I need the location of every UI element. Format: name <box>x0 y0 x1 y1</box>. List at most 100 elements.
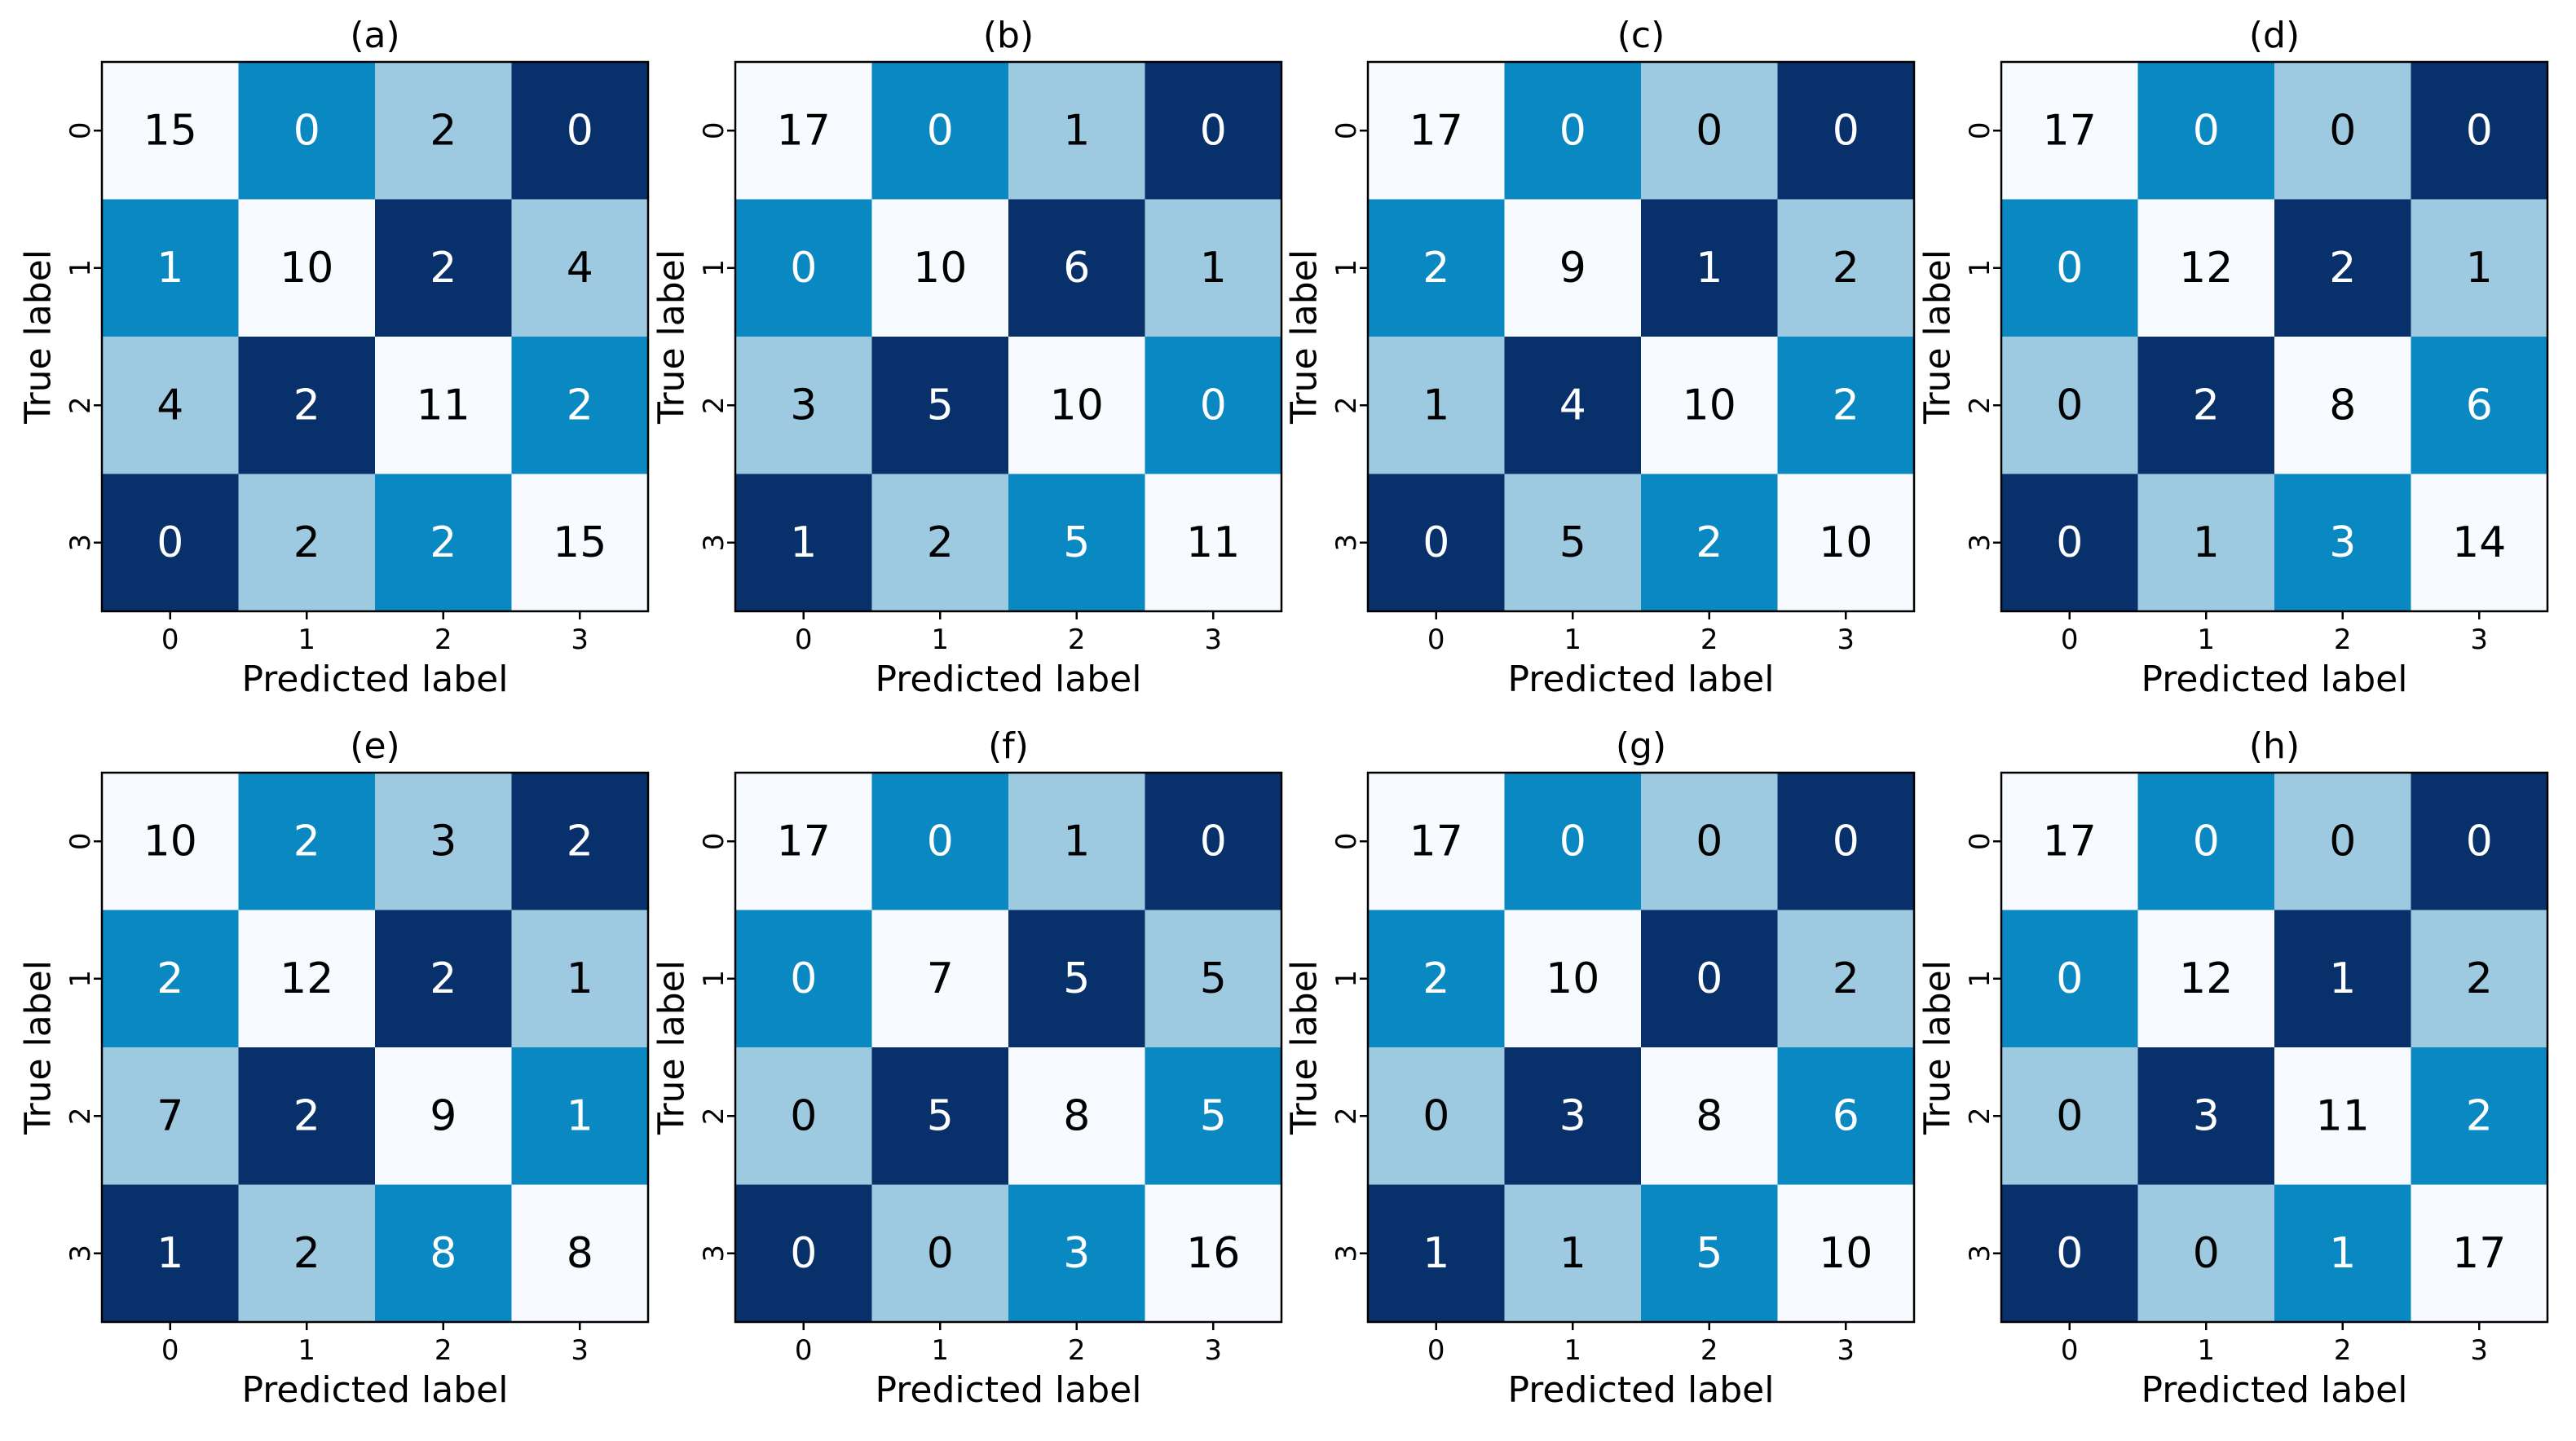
heatmap-cell <box>1008 910 1145 1048</box>
cell-value-label: 9 <box>1559 244 1586 293</box>
panel-title: (d) <box>2249 15 2300 56</box>
cell-value-label: 17 <box>2452 1229 2506 1278</box>
cell-value-label: 2 <box>430 518 457 567</box>
y-axis-label: True label <box>1284 960 1325 1135</box>
y-tick-label: 2 <box>1964 396 1996 414</box>
heatmap-cell <box>871 1184 1009 1323</box>
heatmap-cell <box>238 910 376 1048</box>
y-tick-label: 1 <box>1964 259 1996 277</box>
heatmap-cell <box>735 910 872 1048</box>
heatmap-cell <box>2001 1184 2138 1323</box>
cell-value-label: 2 <box>157 954 183 1003</box>
x-tick-label: 3 <box>2470 1334 2488 1367</box>
x-tick-label: 1 <box>298 624 315 656</box>
y-tick-label: 0 <box>698 121 730 139</box>
heatmap-cell <box>238 773 376 910</box>
heatmap-cell <box>2137 199 2275 337</box>
cell-value-label: 10 <box>913 244 967 293</box>
heatmap-cell <box>375 773 512 910</box>
heatmap-cell <box>375 62 512 200</box>
confusion-matrix-panel: (g) 17 0 0 0 2 10 0 2 0 3 8 6 1 1 5 10 0 1 2 3 0 1 2 3 Predicted … <box>1284 725 1916 1411</box>
cell-value-label: 0 <box>1200 817 1227 866</box>
heatmap-cell <box>871 474 1009 612</box>
cell-value-label: 0 <box>1696 954 1722 1003</box>
heatmap-cell <box>1145 1047 1282 1185</box>
cell-value-label: 2 <box>430 106 457 155</box>
cell-value-label: 0 <box>790 1229 817 1278</box>
cell-value-label: 0 <box>927 817 954 866</box>
cell-value-label: 0 <box>2329 106 2356 155</box>
cell-value-label: 3 <box>2193 1091 2220 1140</box>
cell-value-label: 0 <box>1200 106 1227 155</box>
confusion-matrix-panel: (d)17 0 0 00 12 2 10 2 8 60 1 3 140 1 2 30123Predicted … <box>1917 15 2549 700</box>
heatmap-cell <box>2411 199 2548 337</box>
heatmap-cell <box>1777 773 1915 910</box>
cell-value-label: 5 <box>1200 1091 1227 1140</box>
cell-value-label: 5 <box>927 381 954 430</box>
cell-value-label: 2 <box>1833 381 1859 430</box>
x-tick-label: 1 <box>1564 624 1581 656</box>
heatmap-cell <box>2137 773 2275 910</box>
heatmap-cell <box>2274 1047 2411 1185</box>
heatmap-cell <box>1641 199 1778 337</box>
y-tick-label: 2 <box>64 396 97 414</box>
heatmap-cell <box>2411 910 2548 1048</box>
cell-value-label: 2 <box>293 1091 320 1140</box>
cell-value-label: 3 <box>2329 518 2356 567</box>
heatmap-cell <box>1008 1047 1145 1185</box>
y-tick-label: 3 <box>64 534 97 552</box>
cell-value-label: 16 <box>1186 1229 1240 1278</box>
heatmap-cell <box>1368 199 1505 337</box>
cell-value-label: 11 <box>2316 1091 2370 1140</box>
heatmap-cell <box>102 773 239 910</box>
y-tick-label: 1 <box>1330 259 1363 277</box>
cell-value-label: 0 <box>2466 106 2493 155</box>
x-tick-label: 0 <box>2061 1334 2079 1367</box>
heatmap-cell <box>375 337 512 474</box>
cell-value-label: 1 <box>2466 244 2493 293</box>
panel-title: (a) <box>350 15 399 56</box>
heatmap-cell <box>102 62 239 200</box>
cell-value-label: 2 <box>1696 518 1722 567</box>
cell-value-label: 2 <box>2193 381 2220 430</box>
y-tick-label: 2 <box>64 1107 97 1125</box>
cell-value-label: 2 <box>1423 244 1449 293</box>
panel-title: (b) <box>983 15 1034 56</box>
heatmap-cell <box>102 337 239 474</box>
heatmap-cell <box>735 337 872 474</box>
cell-value-label: 0 <box>2193 106 2220 155</box>
heatmap-cell <box>1145 337 1282 474</box>
heatmap-cell <box>871 62 1009 200</box>
x-axis-label: Predicted label <box>2142 1369 2408 1411</box>
heatmap-cell <box>2001 474 2138 612</box>
heatmap-cell <box>1504 199 1642 337</box>
heatmap-cell <box>2137 474 2275 612</box>
heatmap-cell <box>2274 474 2411 612</box>
plot-frame <box>734 60 1283 613</box>
cell-value-label: 0 <box>1559 817 1586 866</box>
cell-value-label: 0 <box>567 106 593 155</box>
x-axis-label: Predicted label <box>1508 1369 1775 1411</box>
cell-value-label: 2 <box>1833 244 1859 293</box>
cell-value-label: 0 <box>790 1091 817 1140</box>
heatmap-cell <box>735 62 872 200</box>
cell-value-label: 3 <box>430 817 457 866</box>
cell-value-label: 1 <box>2193 518 2220 567</box>
cell-value-label: 1 <box>157 1229 183 1278</box>
cell-value-label: 11 <box>1186 518 1240 567</box>
x-axis-label: Predicted label <box>242 659 509 700</box>
plot-frame <box>734 771 1283 1324</box>
cell-value-label: 17 <box>1409 106 1463 155</box>
y-axis-label: True label <box>651 960 693 1135</box>
cell-value-label: 1 <box>157 244 183 293</box>
heatmap-cell <box>2274 337 2411 474</box>
heatmap-cell <box>1777 910 1915 1048</box>
heatmap-cell <box>511 199 649 337</box>
heatmap-cell <box>375 1047 512 1185</box>
plot-frame <box>100 771 650 1324</box>
heatmap-cell <box>2137 1047 2275 1185</box>
x-axis-label: Predicted label <box>1508 659 1775 700</box>
heatmap-cell <box>1641 773 1778 910</box>
heatmap-cell <box>238 1184 376 1323</box>
